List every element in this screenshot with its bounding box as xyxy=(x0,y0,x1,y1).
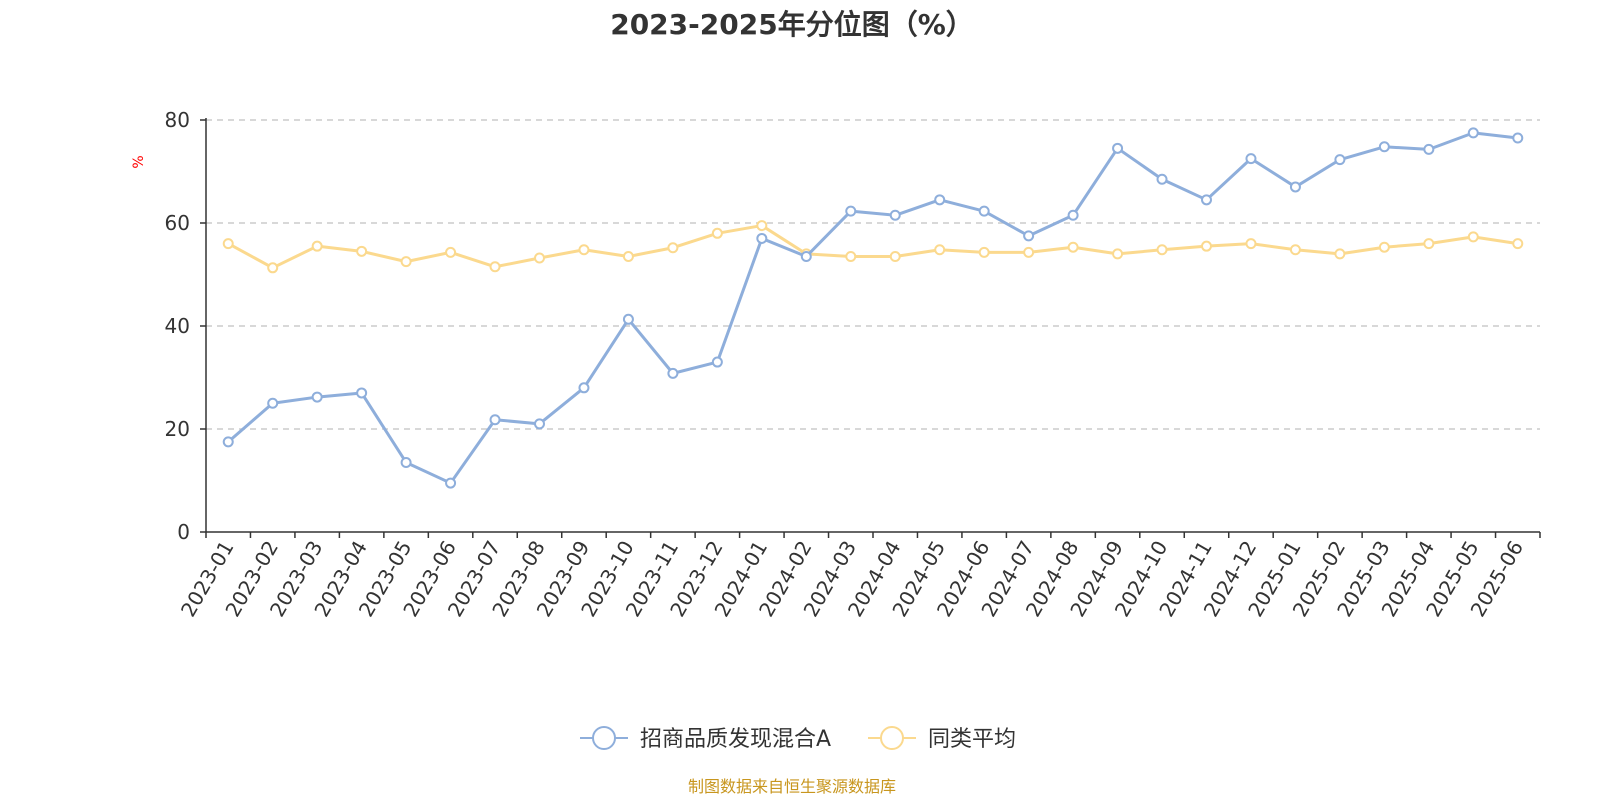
data-point xyxy=(267,397,279,409)
data-point xyxy=(311,391,323,403)
y-axis-ticks: 0 20 40 60 80 xyxy=(165,108,206,544)
series-group xyxy=(222,127,1524,489)
data-point xyxy=(1156,173,1168,185)
data-point xyxy=(1334,248,1346,260)
data-source-note: 制图数据来自恒生聚源数据库 xyxy=(688,777,896,796)
data-point xyxy=(1378,141,1390,153)
data-point xyxy=(934,194,946,206)
data-point xyxy=(1067,241,1079,253)
data-point xyxy=(1156,244,1168,256)
data-point xyxy=(534,418,545,430)
data-point xyxy=(756,220,768,232)
legend-label: 同类平均 xyxy=(928,727,1016,752)
y-tick-label: 0 xyxy=(177,520,190,544)
legend[interactable]: 招商品质发现混合A 同类平均 xyxy=(580,726,1016,752)
data-point xyxy=(1334,154,1346,166)
data-point xyxy=(534,252,545,264)
legend-label: 招商品质发现混合A xyxy=(640,727,831,752)
data-point xyxy=(267,262,279,274)
data-point xyxy=(1245,153,1257,165)
data-point xyxy=(1512,132,1524,144)
data-point xyxy=(889,209,901,221)
data-point xyxy=(222,436,234,448)
data-point xyxy=(1023,230,1035,242)
legend-marker xyxy=(880,726,904,750)
series-line xyxy=(227,224,1518,270)
data-point xyxy=(1467,127,1479,139)
axes xyxy=(205,118,1540,533)
data-point xyxy=(1201,240,1212,252)
data-point xyxy=(1423,143,1435,155)
data-point xyxy=(222,238,234,250)
data-point xyxy=(756,232,768,244)
data-point xyxy=(1112,142,1124,154)
x-axis-ticks: 2023-012023-022023-032023-042023-052023-… xyxy=(176,532,1541,621)
data-point xyxy=(1245,238,1257,250)
y-tick-label: 80 xyxy=(165,108,190,132)
data-point xyxy=(711,227,723,239)
legend-item[interactable]: 招商品质发现混合A xyxy=(580,726,831,752)
data-point xyxy=(622,313,634,325)
data-point xyxy=(1067,209,1079,221)
data-point xyxy=(489,414,501,426)
data-point xyxy=(400,256,412,268)
data-point xyxy=(445,477,457,489)
data-point xyxy=(889,250,901,262)
data-point xyxy=(1289,181,1301,193)
data-point xyxy=(1378,241,1390,253)
data-point xyxy=(1512,238,1524,250)
data-point xyxy=(845,205,857,217)
legend-item[interactable]: 同类平均 xyxy=(868,726,1016,752)
y-tick-label: 40 xyxy=(165,314,190,338)
data-point xyxy=(667,367,679,379)
data-point xyxy=(1289,244,1301,256)
series-peer-average xyxy=(222,220,1524,274)
data-point xyxy=(800,250,812,262)
legend-marker xyxy=(592,726,616,750)
data-point xyxy=(1423,238,1435,250)
data-point xyxy=(578,244,590,256)
data-point xyxy=(578,382,590,394)
data-point xyxy=(845,250,857,262)
data-point xyxy=(400,456,412,468)
chart-title: 2023-2025年分位图（%） xyxy=(610,8,974,41)
data-point xyxy=(711,356,723,368)
y-tick-label: 20 xyxy=(165,417,190,441)
data-point xyxy=(1023,246,1035,258)
y-tick-label: 60 xyxy=(165,211,190,235)
data-point xyxy=(356,245,368,257)
data-point xyxy=(1112,248,1124,260)
data-point xyxy=(489,261,501,273)
series-line xyxy=(227,131,1518,485)
data-point xyxy=(978,246,990,258)
data-point xyxy=(667,242,679,254)
data-point xyxy=(311,240,323,252)
data-point xyxy=(978,205,990,217)
data-point xyxy=(1467,231,1479,243)
data-point xyxy=(356,387,368,399)
data-point xyxy=(1201,194,1212,206)
data-point xyxy=(445,246,457,258)
data-point xyxy=(622,250,634,262)
y-axis-unit-label: % xyxy=(131,155,147,168)
data-point xyxy=(934,244,946,256)
series-fund xyxy=(222,127,1524,489)
gridlines xyxy=(206,119,1540,430)
